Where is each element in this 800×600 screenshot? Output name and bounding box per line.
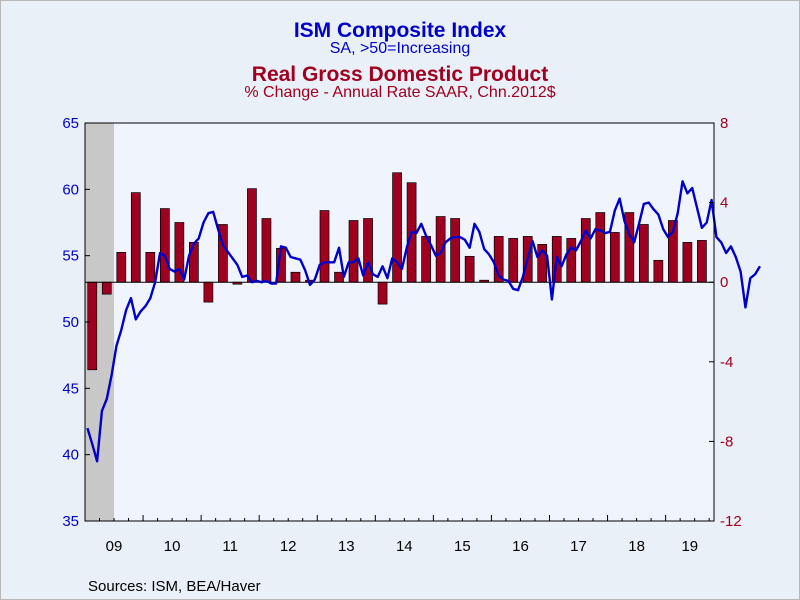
gdp-bar — [87, 281, 98, 371]
x-axis: 09 10 11 12 13 14 15 16 17 18 19 — [99, 515, 710, 555]
right-axis-tick-label: 4 — [720, 195, 728, 212]
gdp-bar — [508, 238, 519, 283]
left-axis-tick-label: 35 — [62, 513, 79, 530]
left-axis-tick-label: 65 — [62, 115, 79, 132]
right-axis-tick-label: -12 — [720, 513, 742, 530]
gdp-bar — [101, 281, 112, 295]
gdp-bar — [682, 242, 693, 283]
gdp-bar — [116, 252, 127, 283]
gdp-bar — [638, 224, 649, 283]
gdp-bar — [348, 220, 359, 283]
x-axis-year-label: 13 — [338, 538, 355, 555]
chart-title-gdp: Real Gross Domestic Product — [251, 63, 549, 86]
x-axis-year-label: 12 — [280, 538, 297, 555]
gdp-bar — [247, 188, 257, 283]
x-axis-year-label: 18 — [628, 538, 645, 555]
gdp-bar — [595, 212, 606, 283]
gdp-bar — [377, 281, 388, 305]
right-axis-tick-label: 0 — [720, 274, 728, 291]
x-axis-year-label: 09 — [106, 538, 123, 555]
left-axis-tick-label: 45 — [62, 380, 79, 397]
x-axis-year-label: 11 — [222, 538, 238, 555]
x-axis-year-label: 15 — [454, 538, 471, 555]
chart-subtitle-gdp: % Change - Annual Rate SAAR, Chn.2012$ — [244, 84, 556, 101]
gdp-bar — [609, 232, 620, 283]
gdp-bar — [653, 259, 664, 283]
gdp-bar — [464, 255, 475, 283]
gdp-bar — [435, 216, 446, 283]
chart-subtitle-ism: SA, >50=Increasing — [329, 40, 471, 57]
left-axis-tick-label: 40 — [62, 447, 79, 464]
gdp-bar — [145, 252, 156, 283]
x-axis-year-label: 16 — [512, 538, 529, 555]
x-axis-year-label: 14 — [396, 538, 413, 555]
left-axis-tick-label: 50 — [62, 314, 79, 331]
gdp-bar — [319, 210, 330, 283]
gdp-bar — [580, 218, 591, 283]
source-note: Sources: ISM, BEA/Haver — [88, 578, 261, 595]
left-axis-tick-label: 55 — [62, 248, 79, 265]
gdp-bar — [566, 238, 577, 283]
ism-composite-line — [86, 180, 761, 463]
gdp-bar — [203, 281, 214, 303]
right-axis-tick-label: -8 — [720, 433, 733, 450]
chart-title-ism: ISM Composite Index — [293, 19, 507, 42]
right-axis-tick-label: 8 — [720, 115, 728, 132]
left-axis: 35 40 45 50 55 60 65 — [62, 115, 90, 530]
gdp-bar — [290, 271, 301, 283]
gdp-bar — [159, 208, 170, 283]
right-axis: -12 -8 -4 0 4 8 — [709, 115, 742, 530]
left-axis-tick-label: 60 — [62, 181, 79, 198]
gdp-bar — [261, 218, 272, 283]
x-axis-year-label: 10 — [164, 538, 181, 555]
gdp-bar — [697, 240, 707, 283]
right-axis-tick-label: -4 — [720, 354, 733, 371]
x-axis-year-label: 19 — [681, 538, 698, 555]
gdp-bar — [450, 218, 460, 283]
x-axis-year-label: 17 — [570, 538, 587, 555]
gdp-bar — [130, 192, 141, 283]
